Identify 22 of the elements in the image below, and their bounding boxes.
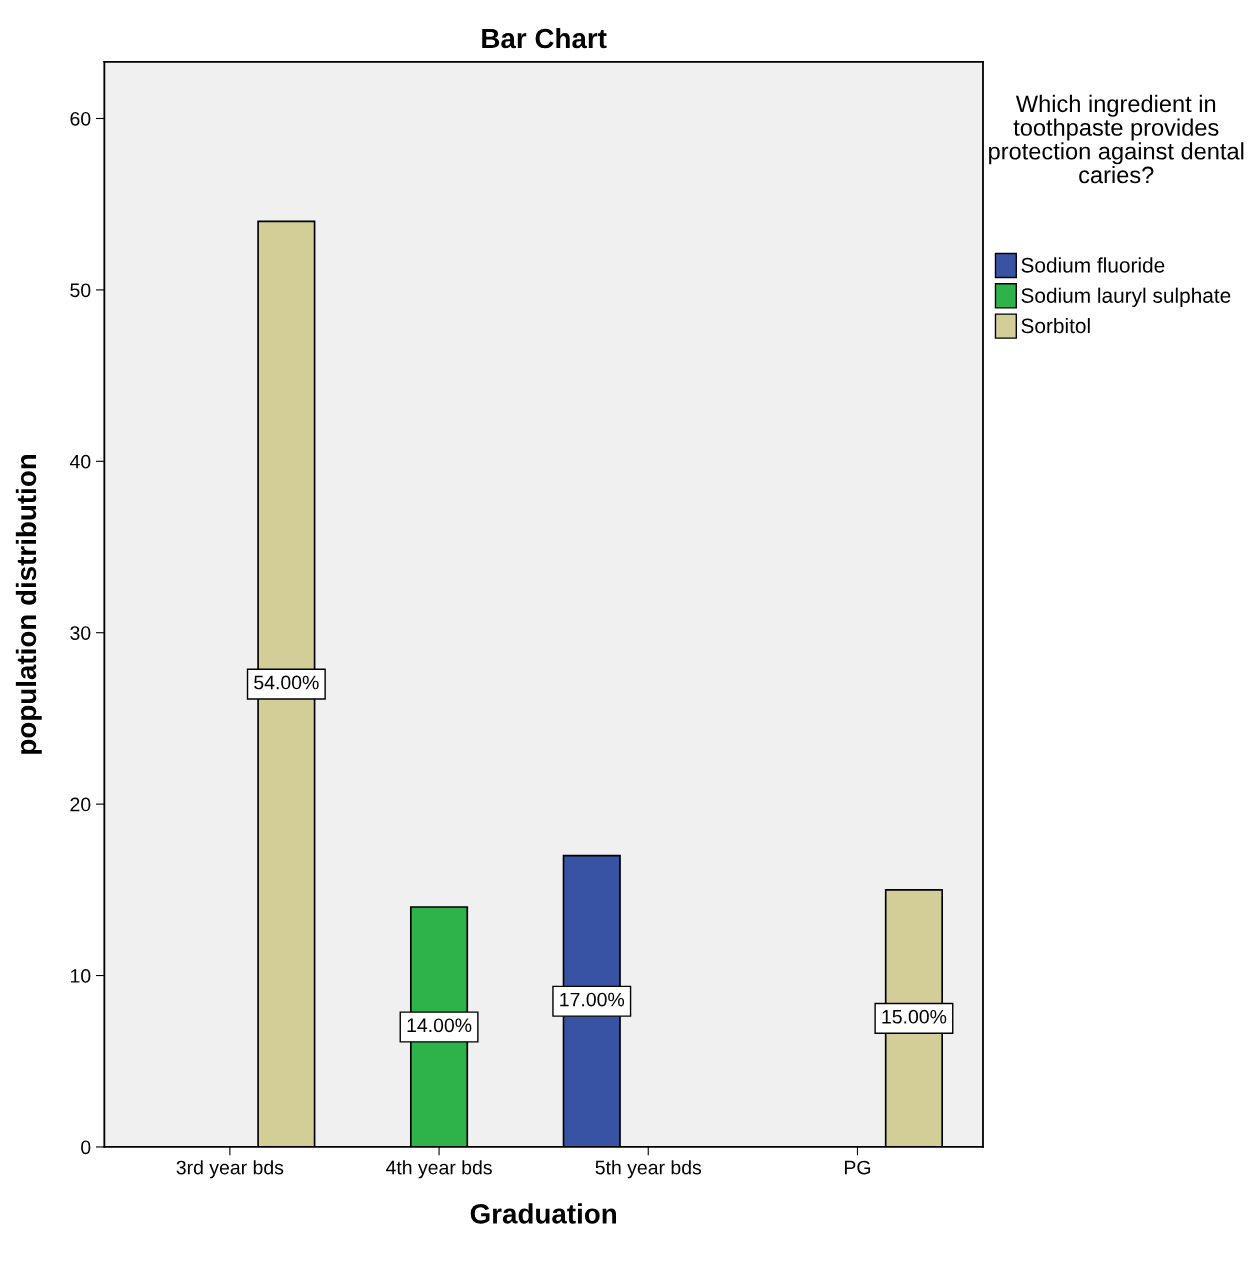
- data-label: 15.00%: [882, 1009, 947, 1024]
- legend-label: Sodium fluoride: [1021, 257, 1165, 273]
- data-label: 54.00%: [254, 675, 319, 690]
- data-label: 17.00%: [560, 992, 625, 1007]
- x-tick-label: 4th year bds: [386, 1160, 492, 1179]
- y-tick-label: 40: [69, 454, 91, 469]
- data-label: 14.00%: [407, 1018, 472, 1033]
- chart-title: Bar Chart: [482, 27, 607, 49]
- y-tick-label: 60: [70, 111, 91, 126]
- y-tick-label: 10: [70, 969, 91, 983]
- y-tick-label: 50: [70, 283, 91, 298]
- y-tick-label: 30: [70, 626, 91, 640]
- y-tick-label: 0: [81, 1140, 91, 1155]
- x-tick-label: 5th year bds: [595, 1160, 702, 1179]
- x-tick-label: 3rd year bds: [176, 1160, 284, 1179]
- legend-label: Sorbitol: [1021, 317, 1090, 334]
- x-axis-title: Graduation: [470, 1203, 617, 1224]
- y-tick-label: 20: [70, 797, 91, 812]
- legend-title: Which ingredient in toothpaste provides protection against dental caries?: [989, 94, 1244, 184]
- x-tick-label: PG: [845, 1160, 871, 1175]
- y-axis-title: population distribution: [15, 454, 42, 754]
- legend-label: Sodium lauryl sulphate: [1021, 287, 1231, 308]
